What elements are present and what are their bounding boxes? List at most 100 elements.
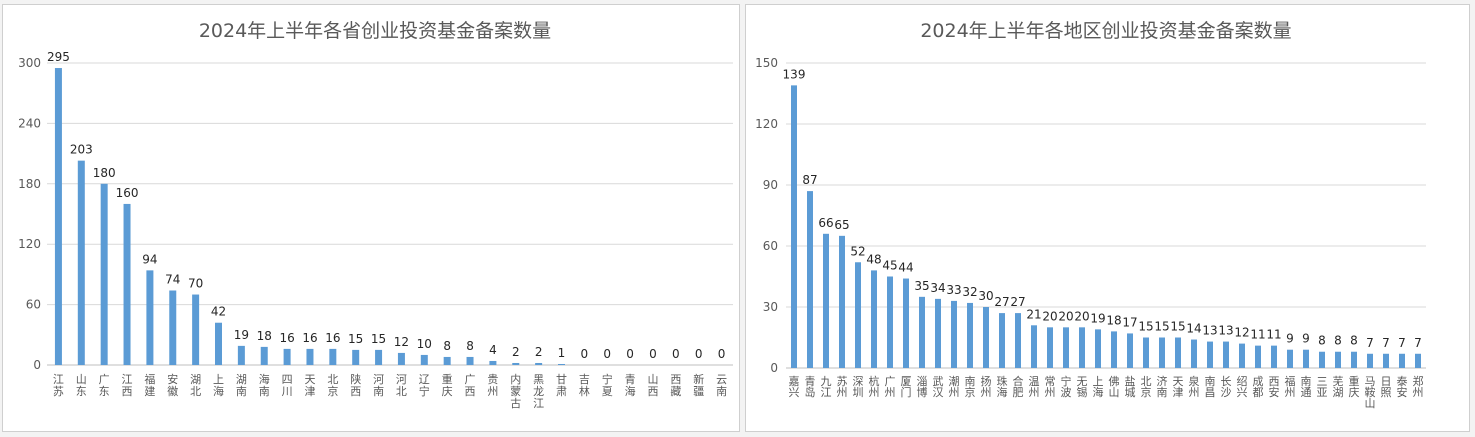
data-label: 33 — [946, 283, 961, 297]
category-label: 盐城 — [1125, 375, 1136, 399]
category-label: 内蒙古 — [510, 372, 521, 410]
category-label: 江苏 — [53, 373, 64, 398]
data-label: 18 — [257, 329, 272, 343]
data-label: 2 — [535, 345, 543, 359]
data-label: 35 — [914, 279, 929, 293]
data-label: 0 — [695, 347, 703, 361]
data-label: 160 — [116, 186, 139, 200]
category-label: 天津 — [1173, 375, 1184, 399]
category-label: 西藏 — [670, 373, 681, 398]
chart-panel-regions: 2024年上半年各地区创业投资基金备案数量 0 30 60 90 120 150 139 嘉兴 8… — [745, 4, 1470, 432]
category-label: 重庆 — [442, 372, 453, 398]
bar — [1191, 339, 1197, 368]
bar — [420, 354, 428, 365]
category-label: 黑龙江 — [533, 373, 544, 410]
y-tick-label: 30 — [763, 300, 778, 314]
data-label: 34 — [930, 281, 945, 295]
bar — [1159, 337, 1165, 368]
category-label: 芜湖 — [1333, 374, 1344, 399]
bar — [466, 356, 474, 365]
bar — [169, 290, 177, 365]
category-label: 南昌 — [1205, 375, 1216, 399]
data-label: 0 — [649, 347, 657, 361]
y-tick-label: 0 — [770, 361, 778, 375]
category-label: 北京 — [327, 373, 338, 398]
bar — [146, 270, 154, 365]
category-label: 河北 — [396, 373, 407, 398]
bar — [329, 348, 337, 365]
data-label: 19 — [234, 328, 249, 342]
bar — [1063, 327, 1069, 368]
data-label: 203 — [70, 143, 93, 157]
category-label: 天津 — [304, 373, 315, 398]
data-label: 20 — [1058, 309, 1073, 323]
category-label: 厦门 — [901, 375, 912, 399]
bar — [1127, 333, 1133, 368]
category-label: 广州 — [885, 375, 896, 399]
data-label: 15 — [1154, 320, 1169, 334]
bar — [489, 360, 497, 365]
bar — [1047, 327, 1053, 368]
bar — [1399, 353, 1405, 368]
data-label: 9 — [1286, 332, 1294, 346]
y-tick-label: 90 — [763, 178, 778, 192]
data-label: 94 — [142, 252, 157, 266]
y-tick-label: 240 — [18, 116, 41, 130]
category-label: 河南 — [373, 373, 384, 398]
y-tick-label: 120 — [18, 237, 41, 251]
data-label: 8 — [1350, 334, 1358, 348]
bar — [237, 345, 245, 365]
category-label: 青海 — [625, 373, 636, 398]
category-label: 云南 — [716, 373, 727, 398]
bar — [306, 348, 314, 365]
category-label: 北京 — [1141, 375, 1152, 399]
bar — [558, 363, 565, 365]
data-label: 14 — [1186, 322, 1201, 336]
category-label: 山东 — [76, 373, 87, 398]
data-label: 16 — [325, 331, 340, 345]
bar — [1383, 353, 1389, 368]
data-label: 0 — [718, 347, 726, 361]
bar — [512, 362, 520, 365]
category-label: 武汉 — [933, 375, 944, 399]
category-label: 合肥 — [1013, 374, 1024, 399]
category-label: 扬州 — [981, 374, 992, 399]
bar — [1143, 337, 1149, 368]
bar — [123, 203, 131, 365]
category-label: 珠海 — [997, 374, 1008, 399]
category-label: 泉州 — [1189, 374, 1200, 399]
category-label: 青岛 — [805, 375, 816, 399]
category-label: 贵州 — [487, 373, 498, 398]
data-label: 15 — [1138, 320, 1153, 334]
y-tick-label: 0 — [33, 358, 41, 372]
bar — [535, 362, 543, 365]
bar — [1031, 325, 1037, 368]
bar — [1319, 351, 1325, 368]
data-label: 52 — [850, 244, 865, 258]
chart-title: 2024年上半年各地区创业投资基金备案数量 — [920, 20, 1291, 42]
data-label: 0 — [603, 347, 611, 361]
data-label: 17 — [1122, 315, 1137, 329]
data-label: 30 — [978, 289, 993, 303]
category-label: 广东 — [99, 373, 110, 398]
bar — [887, 276, 893, 368]
data-label: 7 — [1382, 336, 1390, 350]
data-label: 65 — [834, 218, 849, 232]
category-label: 福州 — [1285, 374, 1296, 399]
data-label: 13 — [1218, 324, 1233, 338]
category-label: 上海 — [1093, 375, 1104, 399]
bar — [935, 298, 941, 368]
data-label: 44 — [898, 261, 913, 275]
bar — [1287, 349, 1293, 368]
bar — [823, 233, 829, 368]
category-label: 苏州 — [837, 375, 848, 399]
category-label: 湖北 — [190, 373, 201, 398]
data-label: 12 — [394, 335, 409, 349]
data-label: 20 — [1042, 309, 1057, 323]
category-label: 嘉兴 — [789, 374, 800, 399]
bar — [839, 235, 845, 368]
category-label: 南通 — [1301, 375, 1312, 399]
data-label: 13 — [1202, 324, 1217, 338]
data-label: 27 — [994, 295, 1009, 309]
